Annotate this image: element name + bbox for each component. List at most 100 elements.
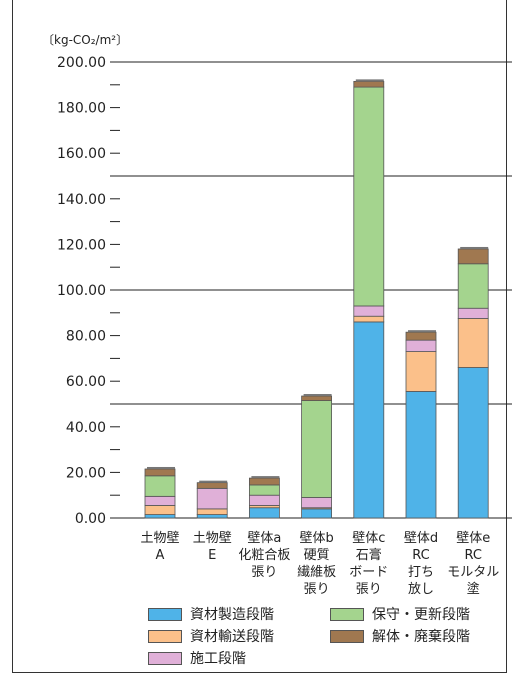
bar-segment xyxy=(457,318,489,368)
x-tick-label: 化粧合板 xyxy=(238,548,290,563)
y-tick-label: 40.00 xyxy=(66,420,106,436)
legend-label: 解体・廃棄段階 xyxy=(372,629,470,645)
bar-segment xyxy=(457,307,489,319)
legend-swatch xyxy=(148,629,182,643)
bar-segment xyxy=(196,487,228,510)
y-tick-label: 80.00 xyxy=(66,329,106,345)
bar-segment xyxy=(196,514,228,519)
bar-shadow xyxy=(147,466,175,469)
bar-segment xyxy=(301,497,333,509)
x-tick-label: 張り xyxy=(304,582,330,597)
bar-segment xyxy=(405,391,437,519)
bar-shadow xyxy=(199,480,228,483)
legend-item: 施工段階 xyxy=(148,648,246,668)
bars xyxy=(144,79,489,519)
bar-stack xyxy=(457,246,489,519)
y-tick-label: 100.00 xyxy=(57,283,106,299)
bar-segment xyxy=(353,80,385,88)
x-tick-label: ボード xyxy=(349,565,388,580)
y-tick-label: 20.00 xyxy=(66,465,106,481)
y-tick-label: 0.00 xyxy=(75,511,106,527)
legend-item: 資材製造段階 xyxy=(148,604,274,624)
y-tick-label: 200.00 xyxy=(57,55,106,71)
bar-segment xyxy=(144,495,176,506)
x-tick-label: E xyxy=(208,548,216,563)
stacked-bar-chart: 〔kg-CO₂/m²〕 0.00 20.00 40.00 60.00 80.00 100.… xyxy=(42,33,512,597)
x-tick-label: 壁体a xyxy=(247,531,281,546)
bar-segment xyxy=(248,477,280,486)
legend-label: 資材製造段階 xyxy=(190,607,274,623)
x-tick-label: 放し xyxy=(408,582,434,597)
bar-stack xyxy=(405,330,437,519)
y-tick-label: 60.00 xyxy=(66,374,106,390)
bar-segment xyxy=(405,339,437,352)
x-tick-label: 張り xyxy=(356,582,382,597)
x-tick-label: 石膏 xyxy=(356,547,382,563)
y-axis: 0.00 20.00 40.00 60.00 80.00 100.00 120.00 140.… xyxy=(57,55,120,527)
x-tick-label: 壁体d xyxy=(404,531,438,546)
x-tick-label: 壁体b xyxy=(299,531,333,546)
bar-segment xyxy=(405,331,437,341)
bar-segment xyxy=(301,400,333,498)
legend-label: 施工段階 xyxy=(190,651,246,667)
bar-segment xyxy=(196,482,228,489)
legend-swatch xyxy=(148,651,182,665)
bar-shadow xyxy=(251,476,280,479)
bar-segment xyxy=(248,494,280,506)
bar-segment xyxy=(144,468,176,477)
y-tick-label: 140.00 xyxy=(57,192,106,208)
x-tick-label: 打ち xyxy=(408,565,434,580)
x-tick-label: 硬質 xyxy=(304,548,330,563)
legend-swatch xyxy=(330,607,364,621)
x-tick-label: A xyxy=(156,548,165,563)
x-tick-label: 土物壁 xyxy=(140,531,179,546)
bar-segment xyxy=(353,305,385,317)
bar-stack xyxy=(196,480,228,519)
bar-segment xyxy=(144,475,176,497)
bar-segment xyxy=(144,505,176,515)
x-tick-label: 壁体c xyxy=(352,531,385,546)
y-unit-label: 〔kg-CO₂/m²〕 xyxy=(42,33,128,47)
bar-segment xyxy=(457,263,489,309)
chart-frame xyxy=(12,0,507,673)
legend-item: 保守・更新段階 xyxy=(330,604,470,624)
bar-shadow xyxy=(303,394,332,397)
legend-swatch xyxy=(330,629,364,643)
bar-stack xyxy=(144,466,176,519)
bar-segment xyxy=(196,508,228,515)
x-tick-label: RC xyxy=(464,548,481,563)
legend-label: 資材輸送段階 xyxy=(190,629,274,645)
x-tick-label: 塗 xyxy=(467,581,480,597)
bar-segment xyxy=(457,367,489,519)
legend-swatch xyxy=(148,607,182,621)
y-tick-label: 180.00 xyxy=(57,101,106,117)
bar-segment xyxy=(248,507,280,519)
y-tick-label: 120.00 xyxy=(57,237,106,253)
x-axis-labels: 土物壁A土物壁E壁体a化粧合板張り壁体b硬質繊維板張り壁体c石膏ボード張り壁体d… xyxy=(140,531,499,597)
bar-segment xyxy=(353,315,385,323)
y-tick-label: 160.00 xyxy=(57,146,106,162)
bar-segment xyxy=(248,484,280,496)
bar-segment xyxy=(301,508,333,519)
bar-shadow xyxy=(408,330,436,333)
bar-segment xyxy=(301,395,333,401)
bar-shadow xyxy=(355,79,384,82)
bar-segment xyxy=(457,248,489,265)
bar-segment xyxy=(353,321,385,519)
legend: 資材製造段階 保守・更新段階資材輸送段階 解体・廃棄段階施工段階 xyxy=(148,604,508,668)
x-tick-label: 張り xyxy=(251,565,277,580)
bar-stack xyxy=(353,79,385,519)
legend-item: 資材輸送段階 xyxy=(148,626,274,646)
bar-segment xyxy=(144,514,176,519)
x-tick-label: 壁体e xyxy=(456,531,490,546)
x-tick-label: 土物壁 xyxy=(193,531,232,546)
x-tick-label: モルタル xyxy=(447,565,499,580)
x-tick-label: 繊維板 xyxy=(297,564,336,580)
bar-shadow xyxy=(460,246,489,249)
bar-segment xyxy=(353,86,385,307)
legend-label: 保守・更新段階 xyxy=(372,607,470,623)
bar-stack xyxy=(301,394,333,519)
bar-stack xyxy=(248,476,280,519)
x-tick-label: RC xyxy=(412,548,429,563)
bar-segment xyxy=(405,351,437,392)
